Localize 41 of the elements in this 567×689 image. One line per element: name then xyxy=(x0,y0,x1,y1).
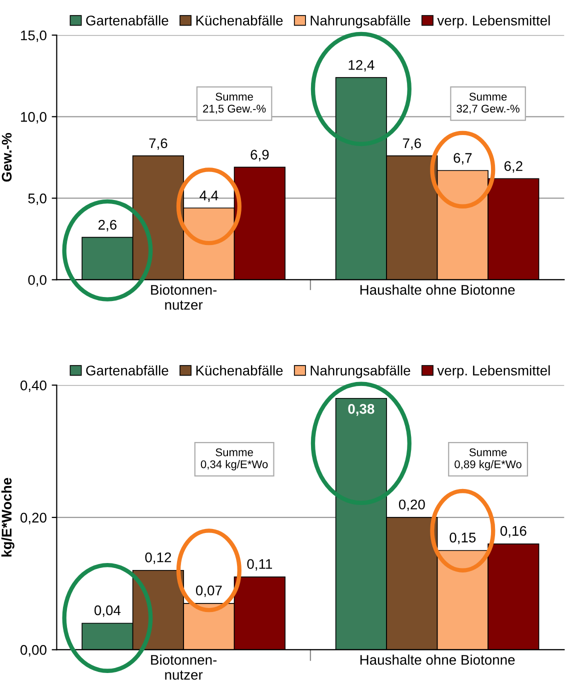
data-label: 2,6 xyxy=(98,220,116,232)
data-label: 0,11 xyxy=(247,559,272,571)
data-label: 6,7 xyxy=(454,153,472,164)
legend-label: verp. Lebensmittel xyxy=(437,365,550,378)
data-label: 7,6 xyxy=(149,138,168,150)
data-label: 4,4 xyxy=(200,190,218,202)
y-tick-label: 5,0 xyxy=(28,194,46,206)
y-tick-label: 0,40 xyxy=(20,380,46,392)
y-tick-label: 10,0 xyxy=(21,112,46,124)
data-label: 0,12 xyxy=(145,552,172,564)
annotation: Summe 32,7 Gew.-% xyxy=(456,92,520,114)
y-axis-title: Gew.-% xyxy=(2,132,12,182)
legend-label: Gartenabfälle xyxy=(86,15,168,26)
legend-label: Küchenabfälle xyxy=(196,15,283,26)
y-tick-label: 15,0 xyxy=(21,30,46,42)
data-label: 6,9 xyxy=(250,150,269,162)
y-axis-title: kg/E*Woche xyxy=(1,478,14,556)
x-tick-label: Haushalte ohne Biotonne xyxy=(360,654,515,665)
y-tick-label: 0,0 xyxy=(28,275,46,287)
legend-label: Nahrungsabfälle xyxy=(310,365,410,378)
data-label: 12,4 xyxy=(348,60,374,72)
legend-label: Nahrungsabfälle xyxy=(310,15,410,28)
data-label: 0,07 xyxy=(196,586,222,598)
data-label: 0,16 xyxy=(500,526,526,538)
data-label: 0,20 xyxy=(398,500,425,512)
data-label: 0,15 xyxy=(450,532,476,544)
data-label: 0,04 xyxy=(94,605,121,617)
x-tick-label: Biotonnen- nutzer xyxy=(151,284,217,310)
x-tick-label: Haushalte ohne Biotonne xyxy=(360,284,515,295)
legend-label: Küchenabfälle xyxy=(196,365,283,376)
data-label: 7,6 xyxy=(402,138,421,150)
data-label: 6,2 xyxy=(504,161,522,173)
x-tick-label: Biotonnen- nutzer xyxy=(151,654,217,680)
annotation: Summe 0,89 kg/E*Wo xyxy=(454,448,522,470)
legend-label: Gartenabfälle xyxy=(86,365,168,376)
legend-label: verp. Lebensmittel xyxy=(437,15,550,28)
annotation: Summe 21,5 Gew.-% xyxy=(203,92,266,114)
y-tick-label: 0,00 xyxy=(20,645,46,657)
y-tick-label: 0,20 xyxy=(20,512,46,524)
data-label: 0,38 xyxy=(348,404,374,416)
annotation: Summe 0,34 kg/E*Wo xyxy=(200,448,268,470)
